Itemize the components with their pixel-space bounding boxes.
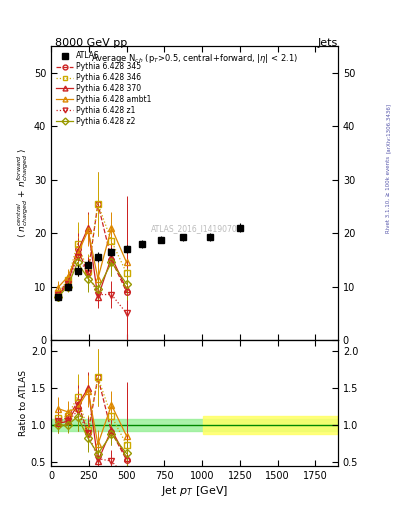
Text: 8000 GeV pp: 8000 GeV pp [55, 38, 127, 49]
Text: Average N$_{ch}$ (p$_T$>0.5, central+forward, |$\eta$| < 2.1): Average N$_{ch}$ (p$_T$>0.5, central+for… [91, 52, 298, 65]
Text: Jets: Jets [318, 38, 338, 49]
Y-axis label: Ratio to ATLAS: Ratio to ATLAS [19, 370, 28, 436]
Y-axis label: $\langle$ $n^{central}_{charged}$ + $n^{forward}_{charged}$ $\rangle$: $\langle$ $n^{central}_{charged}$ + $n^{… [16, 147, 31, 239]
Bar [51, 419, 338, 431]
Bar [203, 416, 338, 434]
Legend: ATLAS, Pythia 6.428 345, Pythia 6.428 346, Pythia 6.428 370, Pythia 6.428 ambt1,: ATLAS, Pythia 6.428 345, Pythia 6.428 34… [54, 49, 154, 128]
Text: [arXiv:1306.3436]: [arXiv:1306.3436] [386, 103, 391, 153]
Text: Rivet 3.1.10, ≥ 100k events: Rivet 3.1.10, ≥ 100k events [386, 156, 391, 233]
Text: ATLAS_2016_I1419070: ATLAS_2016_I1419070 [151, 224, 238, 233]
X-axis label: Jet $p_T$ [GeV]: Jet $p_T$ [GeV] [161, 483, 228, 498]
